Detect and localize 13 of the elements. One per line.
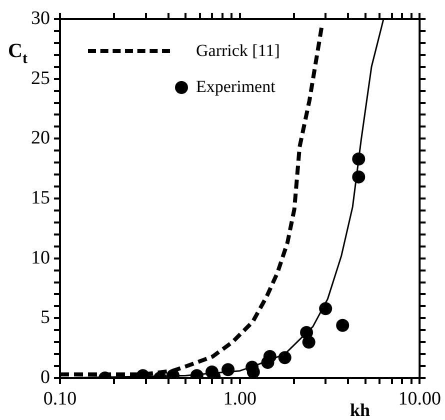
y-tick-label: 10: [31, 247, 50, 268]
y-tick-label: 30: [31, 8, 50, 29]
x-axis-title: kh: [350, 400, 370, 420]
legend-label: Experiment: [196, 77, 276, 97]
y-tick-label: 20: [31, 128, 50, 149]
x-tick-label: 10.00: [398, 388, 441, 410]
x-tick-label: 0.10: [43, 388, 77, 410]
y-tick-label: 15: [31, 187, 50, 208]
y-tick-label: 5: [40, 307, 50, 328]
legend-label: Garrick [11]: [196, 41, 280, 61]
y-tick-label: 25: [31, 68, 50, 89]
y-tick-label: 0: [40, 366, 50, 388]
x-tick-label: 1.00: [223, 388, 256, 410]
